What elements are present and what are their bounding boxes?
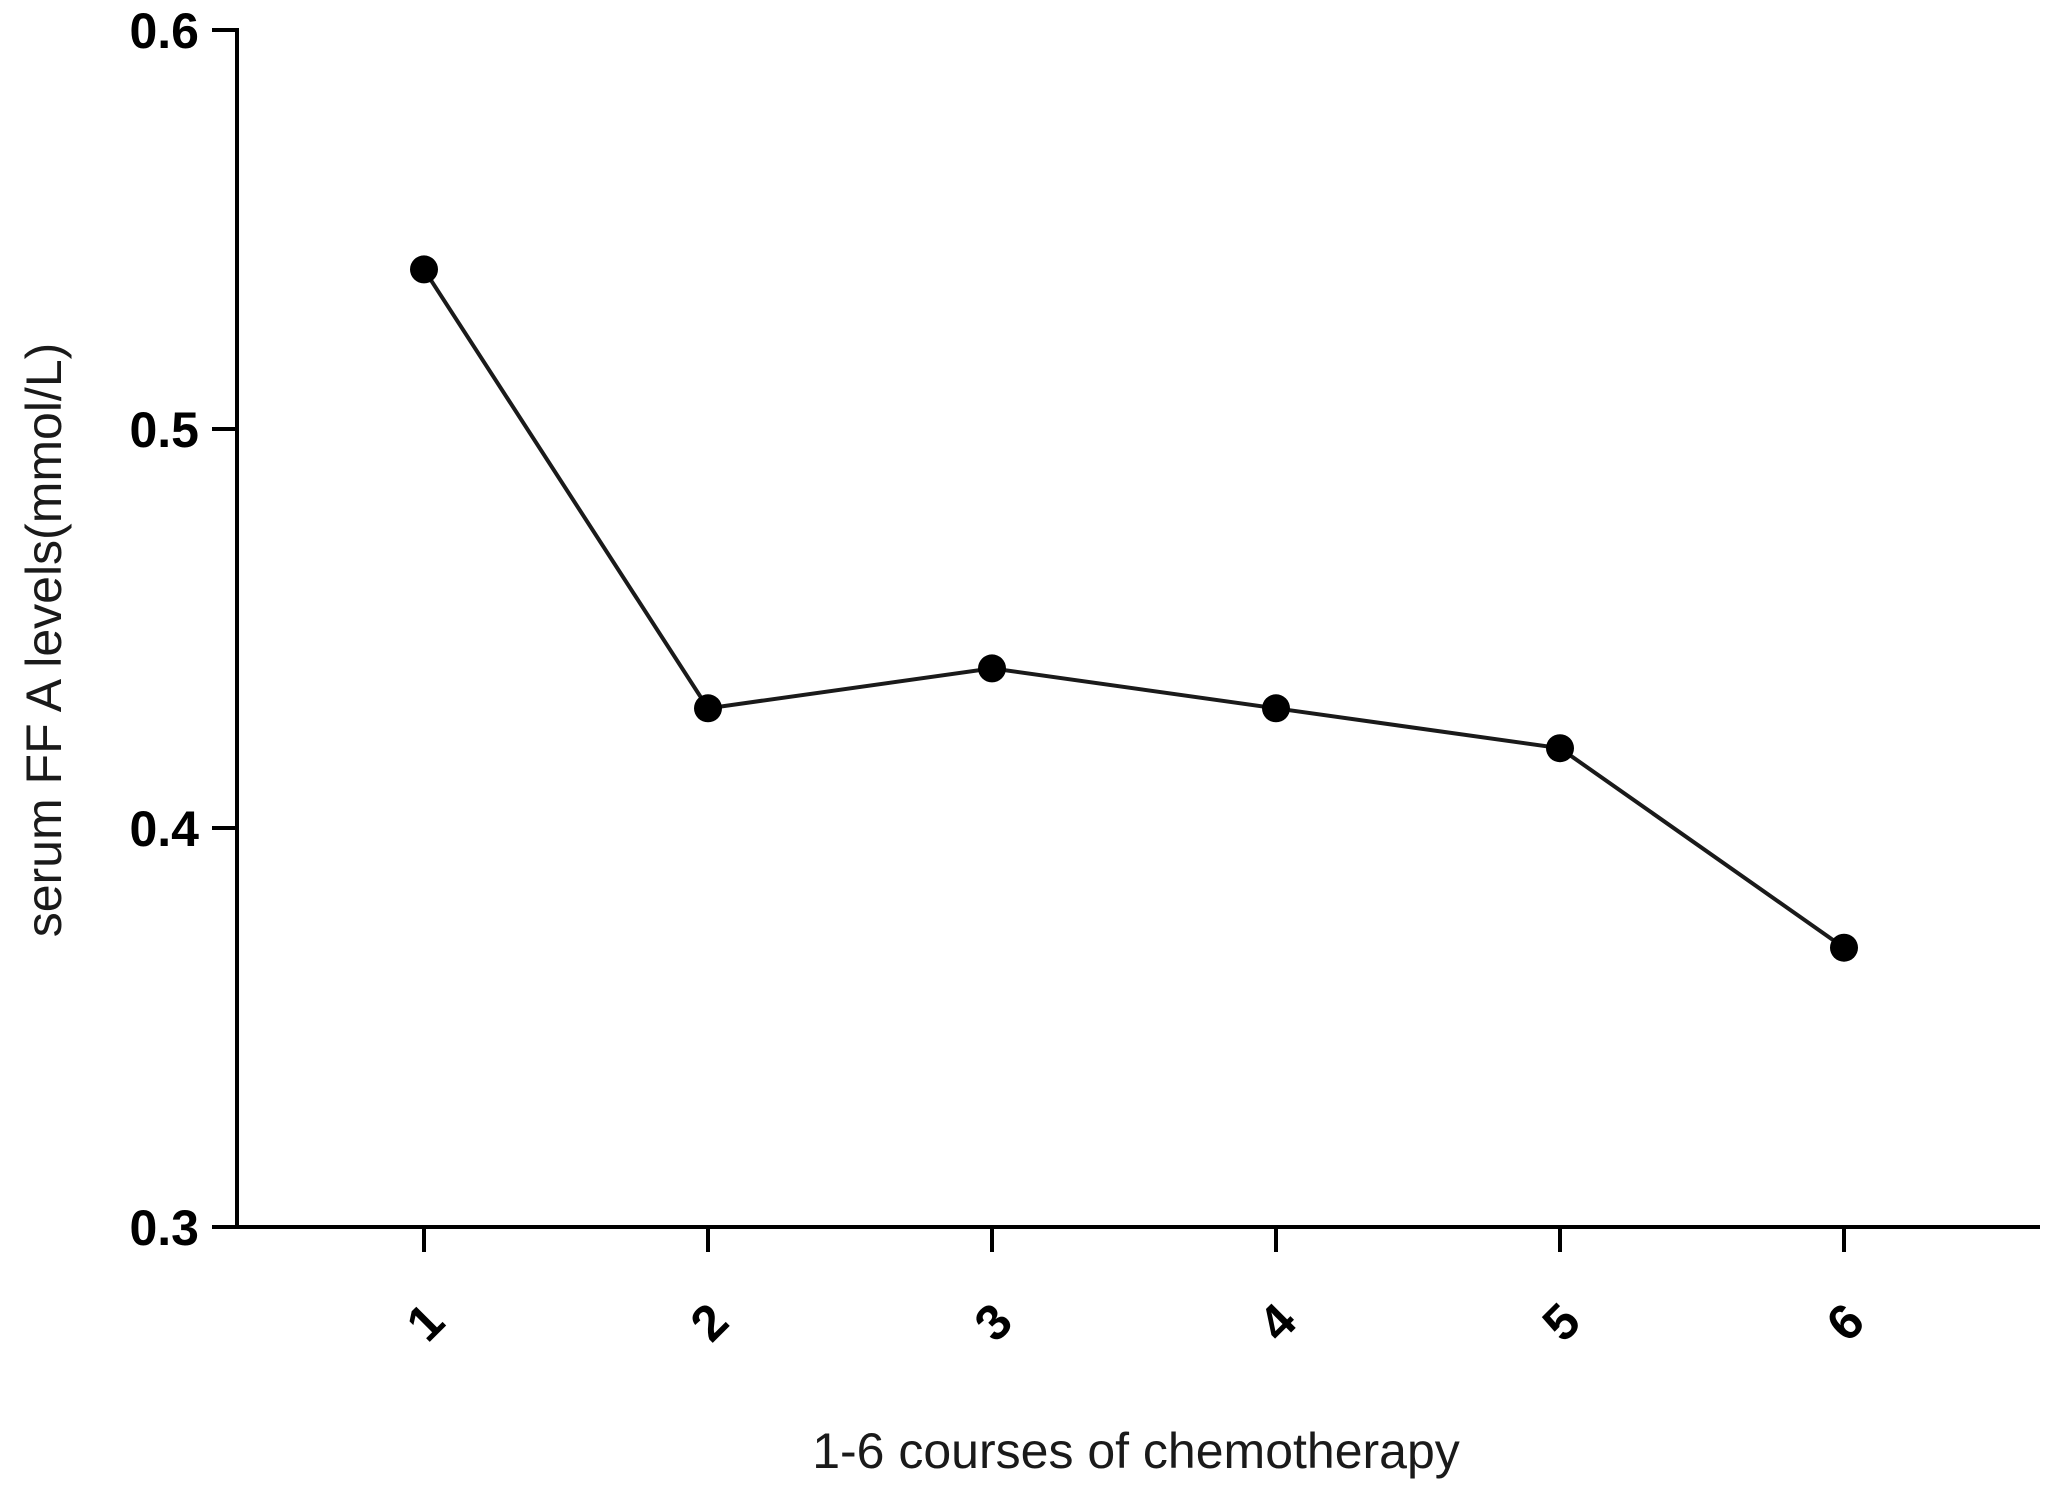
data-point [1830,933,1858,962]
series-line [422,268,1846,950]
x-tick-label: 4 [1248,1293,1307,1352]
y-axis-ticks: 0.3 0.4 0.5 0.6 [129,3,237,1256]
x-tick-label: 3 [964,1293,1023,1352]
y-tick-label: 0.3 [129,1200,199,1256]
x-tick-label: 5 [1532,1293,1591,1352]
x-axis-ticks: 1 2 3 4 5 6 [396,1227,1875,1352]
data-point [978,654,1006,683]
data-point [694,694,722,723]
x-axis-title: 1-6 courses of chemotherapy [812,1423,1460,1479]
data-point [410,255,438,284]
x-tick-label: 6 [1816,1293,1875,1352]
y-tick-label: 0.5 [129,402,199,458]
x-tick-label: 1 [396,1293,455,1352]
data-point [1546,734,1574,763]
data-points [410,255,1858,962]
y-axis-title: serum FF A levels(mmol/L) [16,343,72,938]
x-tick-label: 2 [680,1293,739,1352]
y-tick-label: 0.4 [129,801,199,857]
y-tick-label: 0.6 [129,3,199,59]
data-point [1262,694,1290,723]
